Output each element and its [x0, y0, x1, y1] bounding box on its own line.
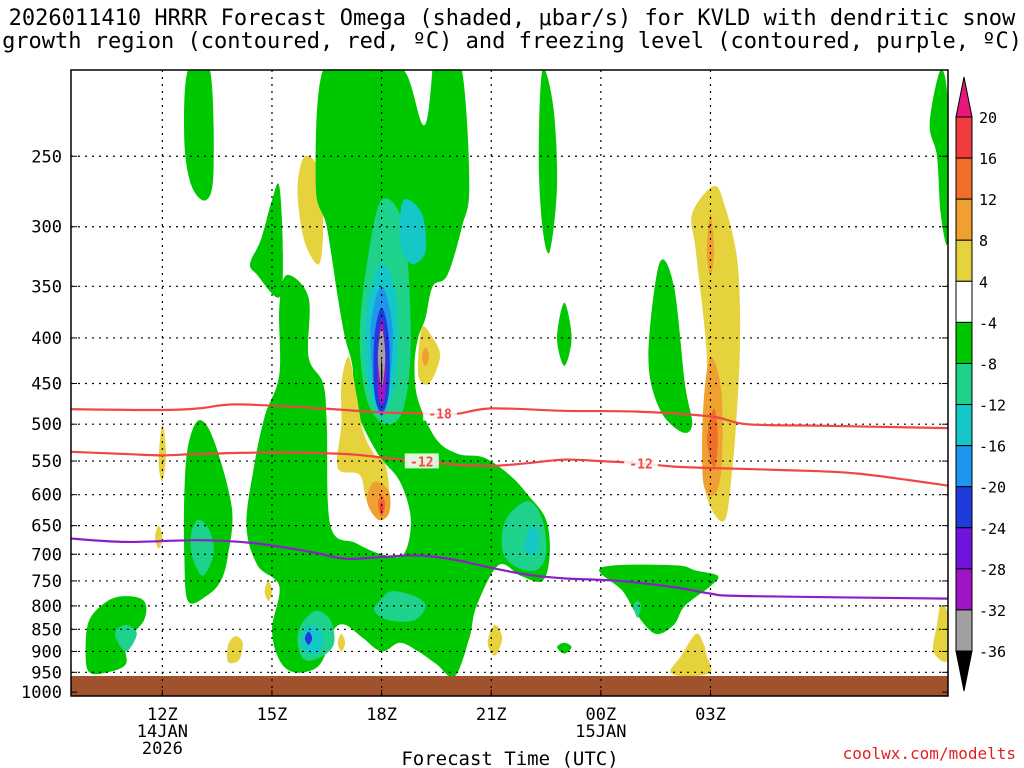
omega-region-23: [304, 631, 313, 645]
omega-region-33: [487, 624, 503, 656]
colorbar-label-11: -28: [979, 561, 1006, 579]
omega-region-41: [670, 633, 712, 677]
y-tick-label-550: 550: [31, 452, 62, 472]
omega-region-9: [250, 183, 283, 298]
omega-region-8: [226, 636, 243, 664]
omega-region-40: [633, 601, 642, 618]
y-tick-label-750: 750: [31, 572, 62, 592]
omega-region-26: [524, 525, 539, 555]
colorbar-bin-3: [955, 239, 973, 282]
omega-region-24: [374, 591, 426, 622]
x-tick-date-00Z: 15JAN: [575, 722, 626, 742]
omega-region-34: [337, 633, 346, 652]
colorbar-bin-1: [955, 157, 973, 200]
colorbar-bin-11: [955, 568, 973, 611]
colorbar-bin-2: [955, 198, 973, 241]
omega-region-47: [932, 605, 948, 662]
colorbar-label-13: -36: [979, 643, 1006, 661]
colorbar-bottom-extension: [955, 650, 973, 692]
x-tick-date-12Z: 14JAN: [137, 722, 188, 742]
colorbar-label-2: 12: [979, 191, 997, 209]
colorbar-label-0: 20: [979, 109, 997, 127]
x-axis-label: Forecast Time (UTC): [401, 748, 618, 768]
omega-region-30: [379, 502, 384, 514]
colorbar-label-7: -12: [979, 397, 1006, 415]
colorbar: 20 16 12 8 4 -4 -8 -12 -16 -20 -24 -28 -32 -36: [955, 76, 1006, 692]
omega-region-35: [538, 70, 558, 254]
omega-region-39: [599, 564, 719, 635]
y-tick-label-400: 400: [31, 329, 62, 349]
y-tick-label-450: 450: [31, 374, 62, 394]
colorbar-bin-5: [955, 321, 973, 364]
x-tick-label-21Z: 21Z: [476, 705, 507, 725]
omega-region-45: [706, 408, 718, 468]
colorbar-label-9: -20: [979, 479, 1006, 497]
y-tick-label-700: 700: [31, 545, 62, 565]
chart-title-line-1: 2026011410 HRRR Forecast Omega (shaded, …: [8, 6, 1016, 31]
colorbar-bin-8: [955, 445, 973, 488]
y-tick-label-650: 650: [31, 517, 62, 537]
colorbar-label-6: -8: [979, 355, 997, 373]
colorbar-label-12: -32: [979, 602, 1006, 620]
colorbar-label-3: 8: [979, 232, 988, 250]
x-tick-label-03Z: 03Z: [695, 705, 726, 725]
contour-label-dgz-minus-18: -18: [428, 408, 452, 423]
colorbar-top-extension: [955, 76, 973, 118]
x-tick-year-12Z: 2026: [142, 739, 183, 759]
omega-region-36: [557, 302, 572, 366]
credit-text: coolwx.com/modelts: [842, 744, 1016, 763]
omega-region-37: [557, 642, 572, 654]
colorbar-bin-7: [955, 404, 973, 447]
omega-region-11: [264, 580, 272, 601]
omega-region-5: [190, 519, 214, 576]
contour-label-dgz-minus-12-b: -12: [629, 458, 652, 473]
colorbar-bin-0: [955, 116, 973, 159]
colorbar-label-10: -24: [979, 520, 1006, 538]
omega-region-46: [929, 70, 948, 245]
colorbar-label-4: 4: [979, 273, 988, 291]
omega-region-32: [421, 347, 430, 366]
omega-region-2: [114, 624, 137, 652]
contour-freezing-level: [71, 537, 948, 600]
contour-label-bg-dgz-minus-12: [404, 453, 439, 469]
contour-label-bg-dgz-minus-18: [423, 405, 458, 421]
x-tick-label-18Z: 18Z: [366, 705, 397, 725]
contour-dgz-minus-12: [71, 450, 948, 487]
ground-bar: [71, 676, 948, 696]
y-tick-label-850: 850: [31, 620, 62, 640]
omega-region-22: [301, 624, 324, 655]
colorbar-bin-4: [955, 280, 973, 323]
omega-region-3: [184, 70, 214, 201]
y-tick-label-900: 900: [31, 642, 62, 662]
y-tick-label-300: 300: [31, 218, 62, 238]
colorbar-bin-12: [955, 609, 973, 652]
contour-label-dgz-minus-12: -12: [410, 455, 433, 470]
omega-region-4: [183, 420, 233, 604]
colorbar-bin-6: [955, 362, 973, 406]
omega-region-38: [648, 259, 693, 433]
y-tick-label-250: 250: [31, 147, 62, 167]
y-tick-label-350: 350: [31, 277, 62, 297]
colorbar-bin-9: [955, 486, 973, 529]
y-tick-label-1000: 1000: [21, 683, 62, 703]
x-tick-label-12Z: 12Z: [147, 705, 178, 725]
omega-region-6: [158, 424, 166, 482]
omega-region-43: [706, 213, 715, 276]
omega-region-20: [399, 199, 427, 265]
colorbar-label-1: 16: [979, 150, 997, 168]
y-tick-label-500: 500: [31, 415, 62, 435]
x-tick-label-00Z: 00Z: [585, 705, 616, 725]
chart-title-line-2: growth region (contoured, red, ºC) and f…: [2, 29, 1022, 54]
colorbar-label-5: -4: [979, 314, 997, 332]
y-tick-label-950: 950: [31, 663, 62, 683]
x-tick-label-15Z: 15Z: [257, 705, 288, 725]
colorbar-bin-10: [955, 527, 973, 570]
contour-label-bg-dgz-minus-12-b: [624, 455, 659, 471]
colorbar-label-8: -16: [979, 438, 1006, 456]
y-tick-label-600: 600: [31, 486, 62, 506]
y-tick-label-800: 800: [31, 597, 62, 617]
omega-region-27: [336, 356, 390, 514]
omega-region-7: [155, 525, 163, 549]
